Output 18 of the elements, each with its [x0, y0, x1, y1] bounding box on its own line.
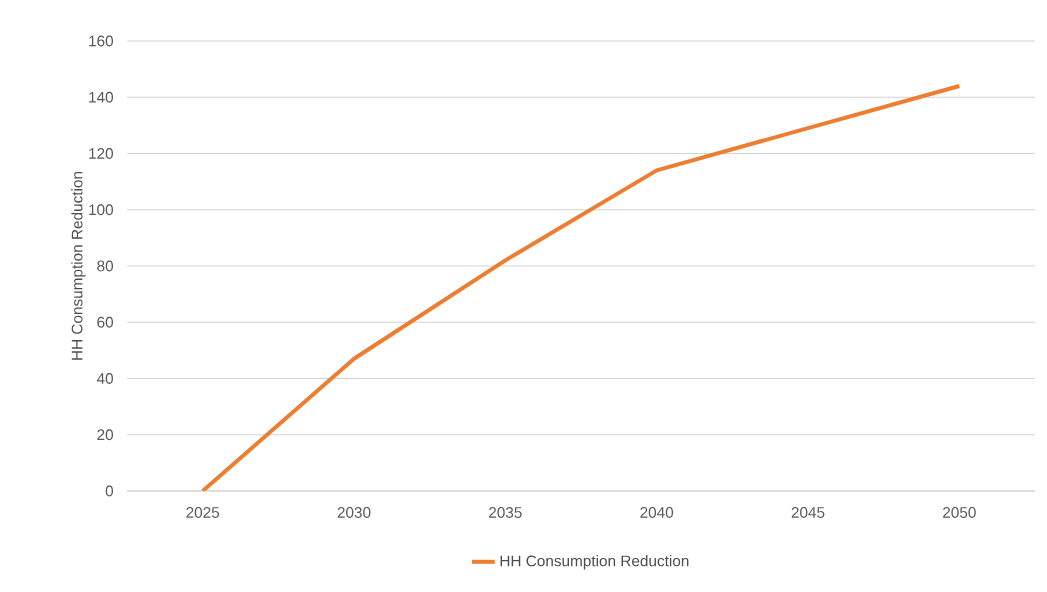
y-tick-label: 100	[89, 204, 114, 216]
y-tick-label: 120	[89, 148, 114, 159]
x-tick-label: 2030	[337, 507, 371, 518]
x-tick-label: 2050	[943, 507, 976, 518]
y-tick-label: 80	[97, 260, 114, 272]
y-tick-label: 140	[89, 91, 114, 103]
y-tick-label: 20	[97, 429, 114, 441]
x-tick-label: 2040	[640, 507, 674, 518]
y-tick-label: 0	[105, 485, 114, 497]
y-tick-label: 60	[97, 316, 114, 328]
x-tick-label: 2025	[186, 507, 220, 518]
y-tick-label: 160	[89, 35, 114, 47]
y-tick-label: 40	[96, 373, 114, 384]
x-tick-label: 2035	[489, 507, 522, 518]
y-axis-title: HH Consumption Reduction	[71, 172, 86, 360]
line-series	[200, 83, 962, 491]
x-tick-label: 2045	[791, 507, 825, 518]
legend-label: HH Consumption Reduction	[500, 555, 689, 570]
